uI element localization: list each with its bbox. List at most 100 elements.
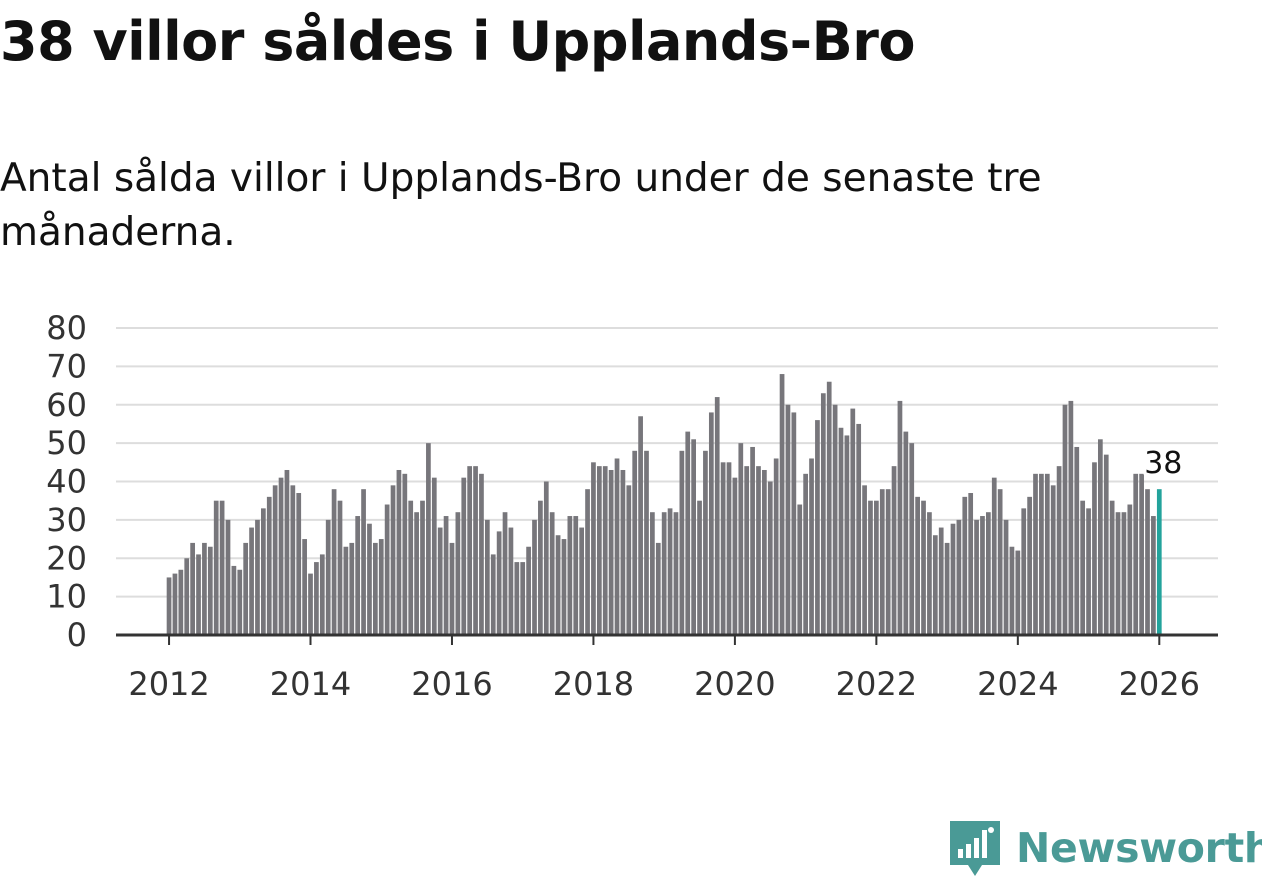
- bar: [1121, 512, 1127, 635]
- bar: [968, 493, 974, 635]
- bar: [679, 450, 685, 635]
- bar: [461, 477, 467, 635]
- bar: [673, 512, 679, 635]
- bar: [1009, 546, 1015, 635]
- bar: [803, 473, 808, 635]
- bar: [697, 500, 702, 635]
- bar: [1027, 496, 1032, 635]
- chart-subtitle: Antal sålda villor i Upplands-Bro under …: [0, 156, 1042, 255]
- bar: [997, 489, 1003, 635]
- bar: [862, 485, 867, 635]
- bar: [661, 512, 667, 635]
- bar: [915, 496, 920, 635]
- bar: [538, 500, 543, 635]
- bar: [219, 500, 225, 635]
- bar: [1033, 473, 1038, 635]
- bar: [962, 496, 968, 635]
- bar: [1021, 508, 1027, 635]
- bar: [1092, 462, 1097, 635]
- bar: [579, 527, 585, 635]
- bar: [331, 489, 337, 635]
- bar: [762, 469, 767, 635]
- bar: [479, 473, 484, 635]
- x-tick-label: 2020: [694, 665, 775, 703]
- bar: [261, 508, 266, 635]
- bar: [602, 466, 608, 635]
- bar: [991, 477, 997, 635]
- bar: [767, 481, 773, 635]
- bar: [266, 496, 272, 635]
- bar: [231, 565, 237, 635]
- chart-title: 38 villor såldes i Upplands-Bro: [0, 10, 915, 73]
- bar: [172, 573, 178, 635]
- bar: [184, 558, 190, 635]
- bar: [202, 542, 207, 635]
- bar: [225, 519, 231, 636]
- bar: [1103, 454, 1109, 635]
- bar: [272, 485, 278, 635]
- bar: [591, 462, 596, 635]
- bar: [402, 473, 408, 635]
- bar: [349, 542, 355, 635]
- bar: [284, 469, 290, 635]
- bar: [1039, 473, 1044, 635]
- bar: [820, 393, 826, 635]
- bar: [496, 531, 502, 635]
- bar: [850, 408, 856, 635]
- bar: [1074, 446, 1080, 635]
- bar: [1133, 473, 1139, 635]
- x-tick-label: 2014: [270, 665, 351, 703]
- bar: [249, 527, 254, 635]
- bar: [750, 446, 755, 635]
- bar: [1097, 439, 1103, 635]
- bar: [473, 466, 478, 635]
- bar: [703, 450, 708, 635]
- x-tick-label: 2018: [553, 665, 634, 703]
- bar: [213, 500, 219, 635]
- bar: [903, 431, 909, 635]
- bar: [1068, 400, 1074, 635]
- bar: [897, 400, 903, 635]
- y-tick-label: 0: [67, 616, 87, 654]
- bar: [520, 562, 526, 635]
- bar: [455, 512, 461, 635]
- bar: [555, 535, 561, 635]
- y-tick-label: 10: [46, 578, 87, 616]
- bar: [532, 519, 537, 636]
- bar: [255, 519, 260, 636]
- bar: [196, 554, 201, 635]
- bar: [1044, 473, 1050, 635]
- bar: [732, 477, 738, 635]
- bar: [308, 573, 313, 635]
- bar: [1115, 512, 1121, 635]
- brand-logo: Newsworthy: [950, 818, 1262, 878]
- bar: [986, 512, 991, 635]
- bar: [632, 450, 638, 635]
- x-tick-label: 2024: [977, 665, 1058, 703]
- bar: [337, 500, 343, 635]
- bar: [596, 466, 602, 635]
- bar: [1145, 489, 1150, 635]
- bar: [909, 443, 915, 636]
- bar-highlight: [1156, 489, 1162, 635]
- bar: [1015, 550, 1021, 635]
- bar: [372, 542, 378, 635]
- x-tick-label: 2022: [836, 665, 917, 703]
- annotations: 38: [1141, 443, 1185, 484]
- x-tick-label: 2016: [411, 665, 492, 703]
- bar: [367, 523, 372, 635]
- bar: [779, 374, 785, 635]
- bar: [431, 477, 437, 635]
- bar: [573, 516, 579, 635]
- bar: [502, 512, 508, 635]
- bar: [467, 466, 473, 635]
- x-tick-label: 2012: [128, 665, 209, 703]
- bar: [809, 458, 814, 635]
- bar: [938, 527, 944, 635]
- bar: [237, 569, 243, 635]
- bar: [1109, 500, 1115, 635]
- bar: [343, 546, 349, 635]
- bar: [620, 469, 626, 635]
- bar: [791, 412, 797, 635]
